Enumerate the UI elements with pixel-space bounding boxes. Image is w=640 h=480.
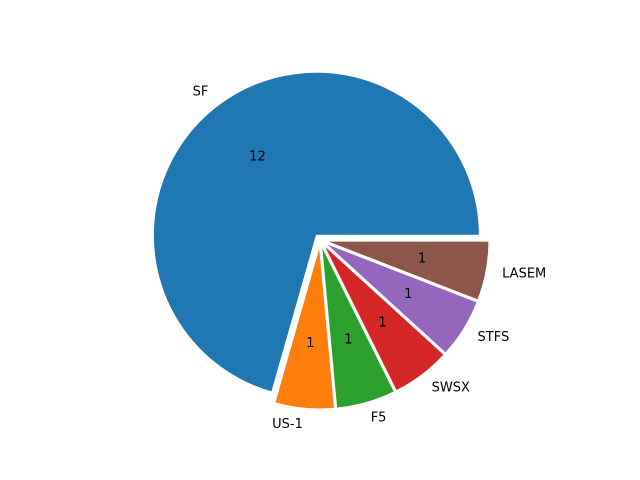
- slice-category-label: STFS: [478, 330, 510, 345]
- slice-category-label: LASEM: [502, 267, 546, 282]
- pie-labels: 12 SF 1 US-1 1 F5 1 SWSX 1 STFS 1 LASEM: [193, 85, 547, 432]
- slice-value-label: 1: [306, 336, 314, 351]
- slice-value-label: 1: [378, 315, 386, 330]
- slice-value-label: 1: [404, 287, 412, 302]
- pie-slice-stfs: [324, 242, 478, 354]
- slice-category-label: SF: [193, 85, 209, 100]
- pie-slices: [152, 71, 490, 410]
- slice-category-label: US-1: [272, 417, 303, 432]
- pie-slice-us-1: [274, 245, 336, 410]
- slice-value-label: 12: [249, 150, 266, 165]
- slice-category-label: SWSX: [432, 380, 470, 395]
- slice-value-label: 1: [344, 332, 352, 347]
- pie-slice-lasem: [325, 240, 490, 301]
- pie-slice-swsx: [323, 244, 445, 392]
- slice-value-label: 1: [418, 252, 426, 267]
- pie-slice-f5: [321, 245, 395, 409]
- slice-category-label: F5: [371, 411, 387, 426]
- pie-slice-sf: [152, 71, 480, 393]
